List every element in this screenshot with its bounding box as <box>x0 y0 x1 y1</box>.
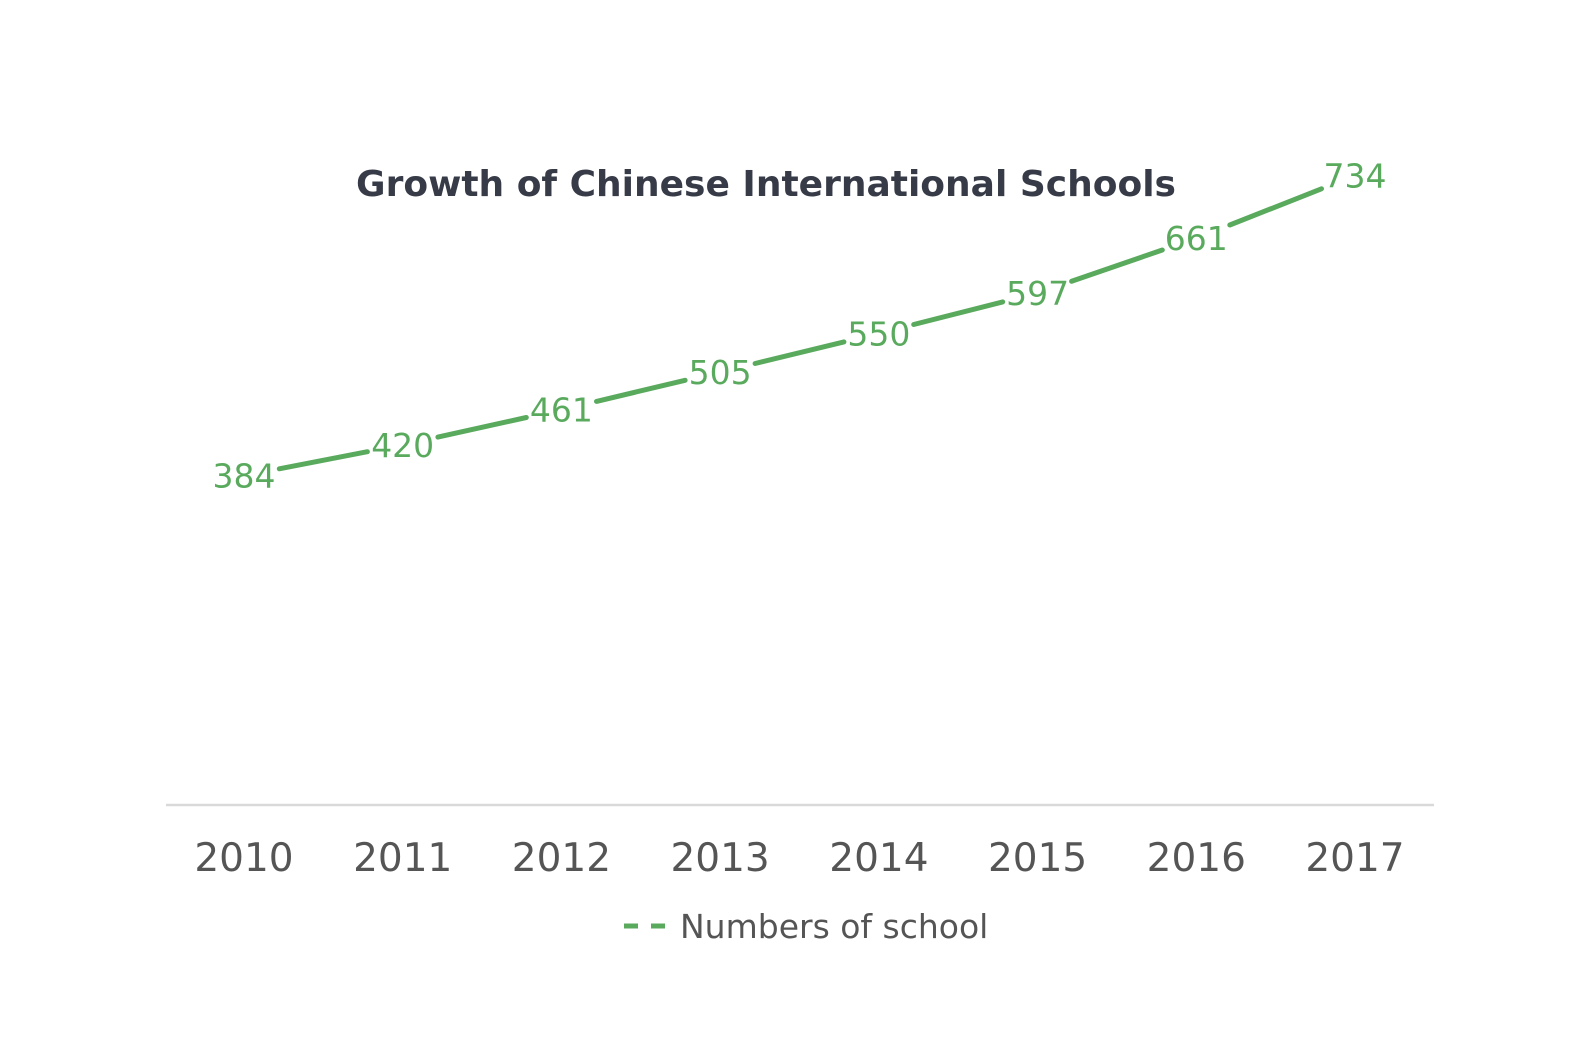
legend: Numbers of school <box>624 907 988 946</box>
series-line-segment <box>594 377 688 404</box>
x-tick-label: 2016 <box>1147 836 1246 881</box>
series-line-segment <box>752 339 847 366</box>
x-tick-label: 2010 <box>194 836 293 881</box>
data-label: 597 <box>1006 274 1069 313</box>
legend-label: Numbers of school <box>680 907 988 946</box>
x-tick-label: 2012 <box>512 836 611 881</box>
data-label: 505 <box>689 353 752 392</box>
data-labels: 384 420 461 505 550 597 661 734 <box>213 157 1387 496</box>
data-label: 661 <box>1165 219 1228 258</box>
series-line-segment <box>1227 186 1324 228</box>
series-line-segment <box>1069 247 1165 284</box>
x-tick-label: 2015 <box>988 836 1087 881</box>
series-layer <box>276 186 1324 472</box>
series-line-segment <box>911 299 1006 327</box>
data-label: 461 <box>530 391 593 430</box>
x-tick-label: 2014 <box>829 836 928 881</box>
data-label: 550 <box>847 314 910 353</box>
x-tick-label: 2017 <box>1305 836 1404 881</box>
x-tick-label: 2013 <box>670 836 769 881</box>
x-tick-label: 2011 <box>353 836 452 881</box>
series-line-segment <box>435 415 529 440</box>
x-axis-ticks: 2010 2011 2012 2013 2014 2015 2016 2017 <box>194 836 1404 881</box>
chart-title: Growth of Chinese International Schools <box>356 164 1176 205</box>
data-label: 734 <box>1324 157 1387 196</box>
data-label: 384 <box>213 457 276 496</box>
series-line-segment <box>276 449 370 472</box>
data-label: 420 <box>371 426 434 465</box>
